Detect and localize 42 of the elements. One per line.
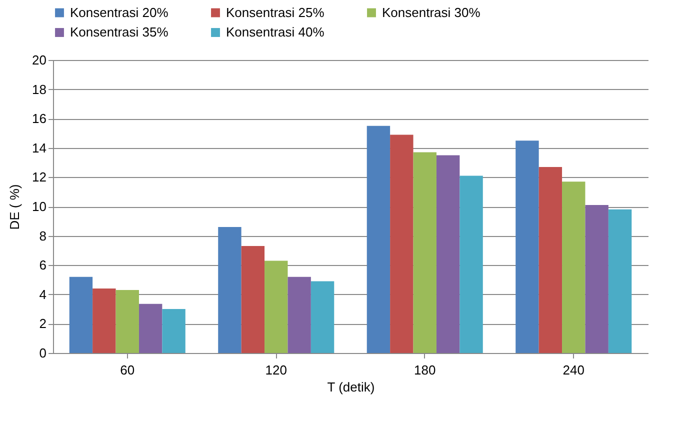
y-tick-label: 14 [32,140,46,156]
bar [288,276,311,353]
bar [585,205,608,353]
y-tick-label: 12 [32,170,46,185]
legend-label: Konsentrasi 40% [226,24,325,40]
y-axis-title: DE ( %) [7,184,22,230]
x-tick-label: 180 [414,362,436,378]
y-tick-label: 10 [32,199,46,214]
y-tick-label: 2 [39,316,46,332]
y-tick-label: 4 [39,286,46,302]
x-axis-title: T (detik) [327,380,375,394]
bar [562,182,586,353]
y-tick-label: 8 [39,228,46,244]
bar [116,290,139,353]
x-tick-label: 60 [120,362,135,378]
y-tick-label: 20 [32,52,46,68]
y-tick-label: 18 [32,82,46,97]
bar [436,155,460,353]
bar [138,304,162,353]
bar [516,140,539,353]
bar [413,152,436,353]
legend-label: Konsentrasi 35% [70,24,169,40]
bar [241,246,265,353]
bar [162,309,186,353]
bar [264,260,288,353]
y-tick-label: 6 [39,258,46,273]
y-tick-label: 16 [32,111,46,126]
bar [390,134,414,353]
bar [608,209,632,353]
bar [92,288,116,353]
bar [310,281,334,353]
bar [366,126,390,353]
x-tick-label: 240 [562,362,584,378]
bar [69,276,93,353]
y-tick-label: 0 [39,346,46,360]
bar [538,166,562,353]
legend-label: Konsentrasi 30% [382,4,481,20]
x-tick-label: 120 [265,362,287,378]
legend-label: Konsentrasi 20% [70,4,169,20]
bar [218,227,242,353]
bar [460,176,483,353]
legend-label: Konsentrasi 25% [226,4,325,20]
